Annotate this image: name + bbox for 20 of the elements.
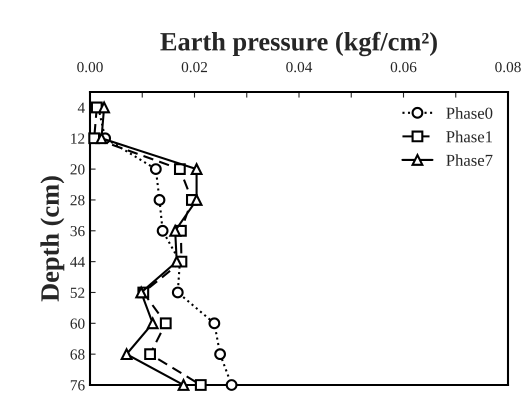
y-tick-label: 68 [70, 349, 85, 360]
y-tick-label: 28 [70, 195, 85, 206]
y-tick-label: 20 [70, 164, 85, 175]
y-tick-label: 12 [71, 133, 84, 144]
x-tick-label: 0.00 [77, 62, 103, 72]
y-axis-title: Depth (cm) [40, 176, 64, 302]
y-tick-label: 4 [78, 102, 85, 113]
legend-label: Phase1 [446, 130, 492, 142]
y-tick-label: 52 [70, 288, 84, 298]
y-tick-label: 60 [70, 318, 85, 329]
x-tick-label: 0.04 [286, 62, 312, 72]
y-tick-label: 36 [70, 226, 85, 236]
y-tick-label: 76 [70, 380, 85, 390]
legend-label: Phase7 [446, 154, 493, 166]
x-tick-label: 0.02 [182, 62, 208, 72]
chart-title: Earth pressure (kgf/cm²) [160, 32, 437, 56]
x-tick-label: 0.08 [495, 62, 521, 72]
y-tick-label: 44 [70, 256, 85, 267]
x-tick-label: 0.06 [390, 62, 416, 72]
legend-label: Phase0 [446, 107, 492, 119]
